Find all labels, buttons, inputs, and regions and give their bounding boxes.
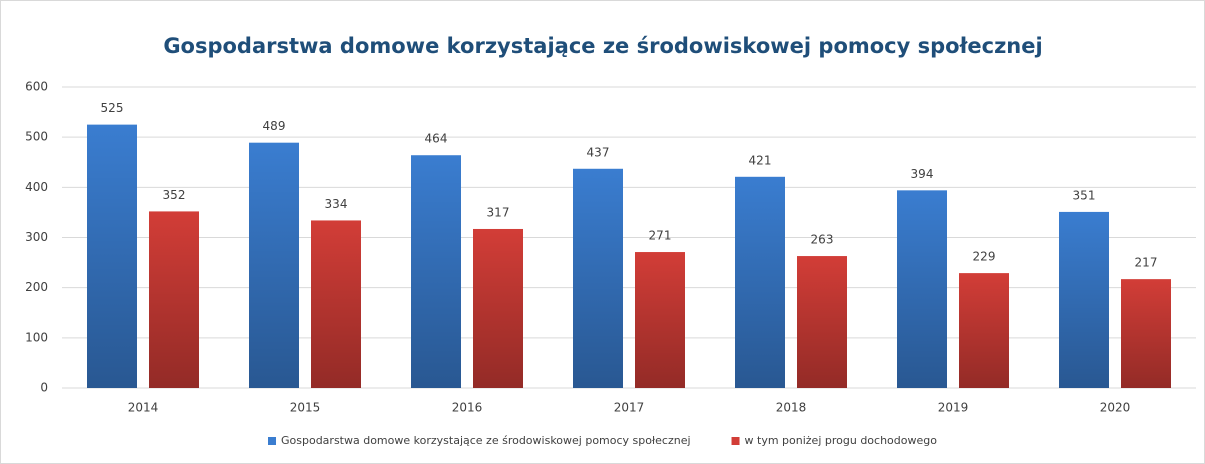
x-tick-label: 2020	[1100, 401, 1131, 415]
data-label: 351	[1073, 188, 1096, 202]
bar-shade	[149, 211, 199, 388]
y-tick-label: 500	[25, 130, 48, 144]
bar-shade	[473, 228, 523, 388]
legend-swatch	[731, 437, 740, 445]
x-tick-label: 2017	[614, 401, 645, 415]
x-tick-label: 2016	[452, 401, 483, 415]
bar-shade	[311, 220, 361, 388]
bar-shade	[411, 155, 461, 388]
bar-shade	[735, 176, 785, 388]
y-tick-label: 400	[25, 180, 48, 194]
data-label: 271	[649, 229, 672, 243]
data-label: 263	[811, 233, 834, 247]
data-label: 464	[425, 132, 448, 146]
legend-swatch	[268, 437, 277, 445]
data-label: 489	[263, 119, 286, 133]
data-label: 394	[911, 167, 934, 181]
bar-shade	[1059, 211, 1109, 388]
bar-shade	[87, 124, 137, 388]
y-tick-label: 200	[25, 280, 48, 294]
x-tick-label: 2019	[938, 401, 969, 415]
bar-shade	[573, 168, 623, 388]
legend-label: Gospodarstwa domowe korzystające ze środ…	[281, 434, 691, 447]
x-tick-label: 2018	[776, 401, 807, 415]
data-label: 317	[487, 205, 510, 219]
bar-shade	[635, 252, 685, 388]
x-tick-label: 2014	[128, 401, 159, 415]
y-tick-label: 300	[25, 230, 48, 244]
data-label: 352	[163, 188, 186, 202]
data-label: 217	[1135, 256, 1158, 270]
bar-shade	[249, 142, 299, 388]
data-label: 334	[325, 197, 348, 211]
chart-title: Gospodarstwa domowe korzystające ze środ…	[163, 34, 1042, 58]
data-label: 421	[749, 153, 772, 167]
bar-shade	[959, 273, 1009, 388]
data-label: 229	[973, 250, 996, 264]
data-label: 437	[587, 145, 610, 159]
y-tick-label: 600	[25, 80, 48, 94]
legend-label: w tym poniżej progu dochodowego	[745, 434, 938, 447]
y-tick-label: 0	[40, 381, 48, 395]
y-tick-label: 100	[25, 330, 48, 344]
bar-shade	[897, 190, 947, 388]
bar-shade	[797, 256, 847, 388]
bar-shade	[1121, 279, 1171, 388]
data-label: 525	[101, 101, 124, 115]
x-tick-label: 2015	[290, 401, 321, 415]
